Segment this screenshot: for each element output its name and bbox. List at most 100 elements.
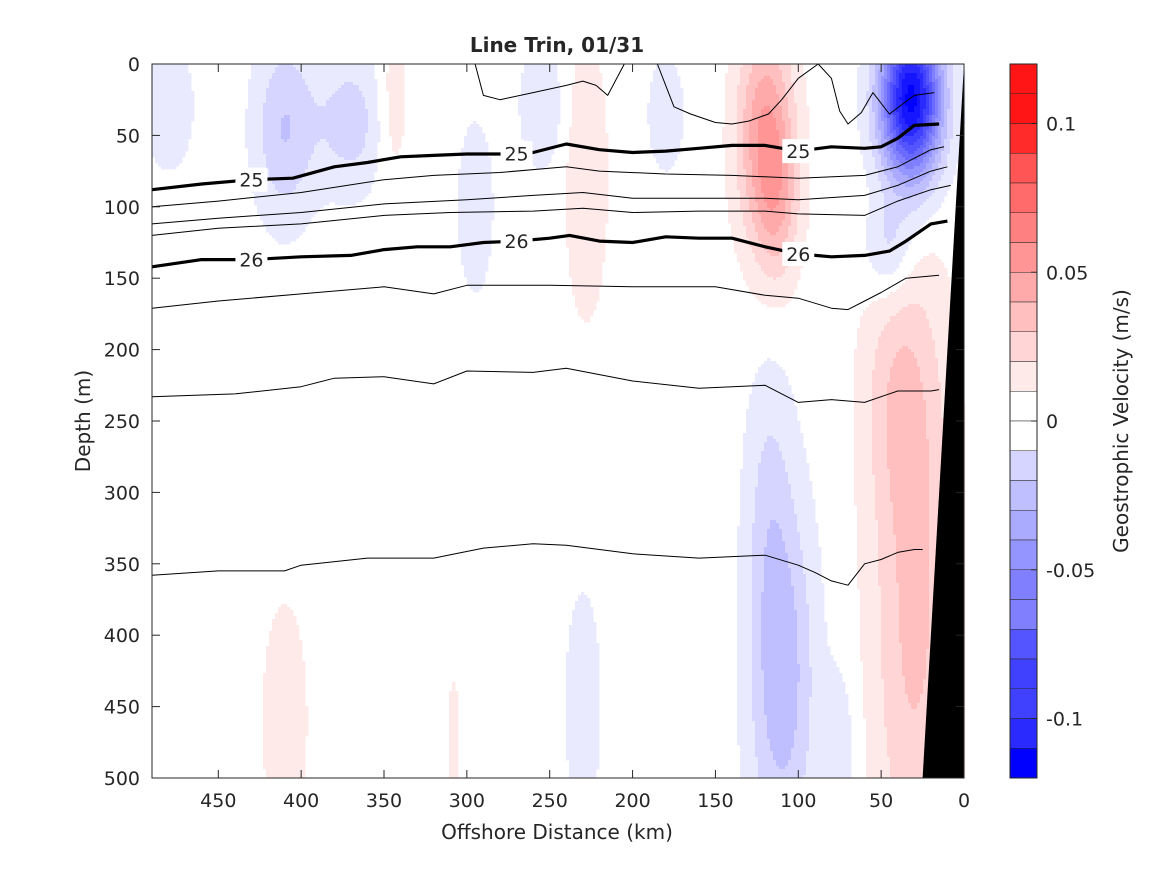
velocity-cell <box>167 97 171 101</box>
velocity-cell <box>584 133 588 137</box>
velocity-cell <box>584 106 588 110</box>
velocity-cell <box>944 82 948 86</box>
velocity-cell <box>671 130 675 134</box>
velocity-cell <box>803 106 807 110</box>
velocity-cell <box>587 151 591 155</box>
velocity-cell <box>896 91 900 95</box>
velocity-cell <box>788 97 792 101</box>
velocity-cell <box>323 64 327 68</box>
velocity-cell <box>926 148 930 152</box>
velocity-cell <box>752 154 756 158</box>
velocity-cell <box>332 64 336 68</box>
velocity-cell <box>362 142 366 146</box>
velocity-cell <box>269 148 273 152</box>
velocity-cell <box>677 118 681 122</box>
velocity-cell <box>572 100 576 104</box>
velocity-cell <box>533 73 537 77</box>
velocity-cell <box>680 103 684 107</box>
velocity-cell <box>935 103 939 107</box>
velocity-cell <box>860 70 864 74</box>
velocity-cell <box>737 100 741 104</box>
velocity-cell <box>335 64 339 68</box>
velocity-cell <box>545 103 549 107</box>
velocity-cell <box>782 97 786 101</box>
velocity-cell <box>269 79 273 83</box>
velocity-cell <box>272 79 276 83</box>
velocity-cell <box>905 109 909 113</box>
velocity-cell <box>788 136 792 140</box>
velocity-cell <box>908 88 912 92</box>
velocity-cell <box>176 136 180 140</box>
velocity-cell <box>347 136 351 140</box>
velocity-cell <box>359 106 363 110</box>
velocity-cell <box>581 106 585 110</box>
velocity-cell <box>740 154 744 158</box>
velocity-cell <box>575 100 579 104</box>
velocity-cell <box>680 115 684 119</box>
velocity-cell <box>308 109 312 113</box>
velocity-cell <box>164 142 168 146</box>
velocity-cell <box>533 88 537 92</box>
velocity-cell <box>350 148 354 152</box>
velocity-cell <box>890 97 894 101</box>
velocity-cell <box>170 151 174 155</box>
velocity-cell <box>179 85 183 89</box>
velocity-cell <box>911 151 915 155</box>
velocity-cell <box>368 106 372 110</box>
velocity-cell <box>941 70 945 74</box>
velocity-cell <box>323 103 327 107</box>
velocity-cell <box>746 154 750 158</box>
velocity-cell <box>920 121 924 125</box>
velocity-cell <box>731 79 735 83</box>
velocity-cell <box>362 121 366 125</box>
velocity-cell <box>947 109 951 113</box>
velocity-cell <box>275 91 279 95</box>
velocity-cell <box>770 142 774 146</box>
velocity-cell <box>650 145 654 149</box>
velocity-cell <box>731 103 735 107</box>
velocity-cell <box>260 139 264 143</box>
velocity-cell <box>329 88 333 92</box>
velocity-cell <box>656 76 660 80</box>
velocity-cell <box>311 106 315 110</box>
velocity-cell <box>344 94 348 98</box>
velocity-cell <box>353 157 357 161</box>
velocity-cell <box>539 97 543 101</box>
velocity-cell <box>857 70 861 74</box>
velocity-cell <box>467 136 471 140</box>
velocity-cell <box>551 106 555 110</box>
velocity-cell <box>935 148 939 152</box>
velocity-cell <box>872 82 876 86</box>
velocity-cell <box>602 136 606 140</box>
velocity-cell <box>266 70 270 74</box>
velocity-cell <box>533 133 537 137</box>
velocity-cell <box>158 73 162 77</box>
velocity-cell <box>350 136 354 140</box>
velocity-cell <box>167 142 171 146</box>
velocity-cell <box>950 85 954 89</box>
velocity-cell <box>659 142 663 146</box>
velocity-cell <box>527 118 531 122</box>
velocity-cell <box>170 115 174 119</box>
velocity-cell <box>902 139 906 143</box>
velocity-cell <box>596 127 600 131</box>
velocity-cell <box>740 97 744 101</box>
velocity-cell <box>545 79 549 83</box>
velocity-cell <box>932 70 936 74</box>
velocity-cell <box>734 91 738 95</box>
velocity-cell <box>797 82 801 86</box>
velocity-cell <box>794 115 798 119</box>
velocity-cell <box>350 82 354 86</box>
velocity-cell <box>758 154 762 158</box>
velocity-cell <box>359 76 363 80</box>
velocity-cell <box>905 112 909 116</box>
velocity-cell <box>794 109 798 113</box>
velocity-cell <box>917 133 921 137</box>
velocity-cell <box>584 130 588 134</box>
velocity-cell <box>917 70 921 74</box>
velocity-cell <box>572 118 576 122</box>
velocity-cell <box>254 115 258 119</box>
velocity-cell <box>389 106 393 110</box>
velocity-cell <box>548 124 552 128</box>
velocity-cell <box>869 124 873 128</box>
